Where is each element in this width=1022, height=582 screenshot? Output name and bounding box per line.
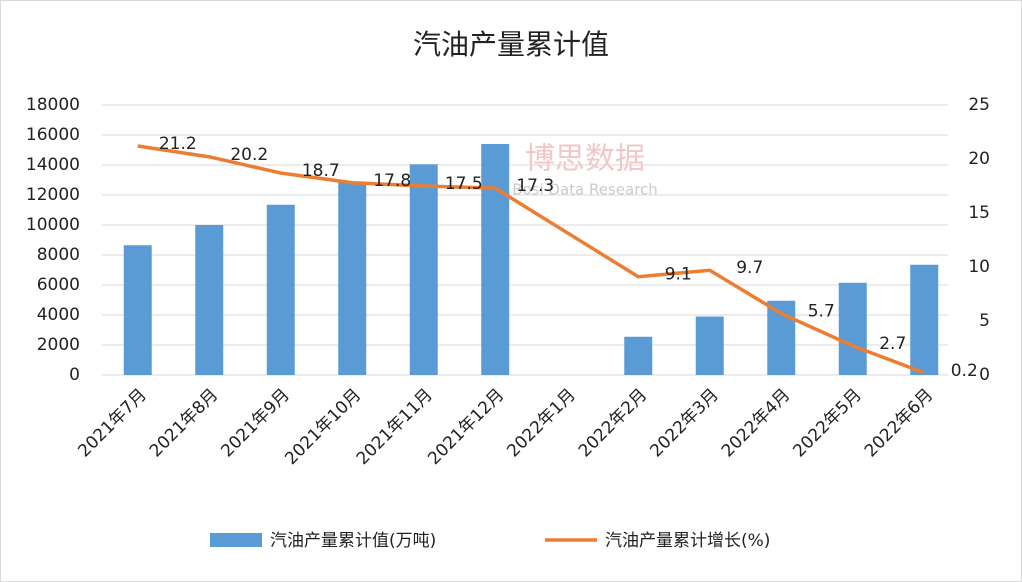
data-label: 2.7 — [879, 334, 906, 354]
data-label: 21.2 — [159, 134, 197, 154]
watermark: Bosi Data Research — [512, 181, 658, 199]
bar — [123, 245, 152, 375]
legend-label: 汽油产量累计增长(%) — [605, 531, 770, 551]
y2-tick-label: 0 — [979, 365, 990, 385]
bar — [910, 264, 939, 375]
y2-tick-label: 5 — [979, 311, 990, 331]
watermark: 博思数据 — [525, 142, 645, 177]
y-tick-label: 2000 — [37, 335, 80, 355]
data-label: 9.7 — [736, 258, 763, 278]
y2-tick-label: 25 — [968, 95, 990, 115]
y-tick-label: 8000 — [37, 245, 80, 265]
line — [137, 144, 925, 375]
legend-swatch — [210, 533, 262, 547]
bar — [338, 181, 367, 375]
y-tick-label: 0 — [69, 365, 80, 385]
data-label: 5.7 — [808, 301, 835, 321]
y-tick-label: 14000 — [26, 155, 80, 175]
legend-label: 汽油产量累计值(万吨) — [270, 531, 436, 551]
y2-tick-label: 20 — [968, 149, 990, 169]
y-tick-label: 16000 — [26, 125, 80, 145]
data-label: 18.7 — [302, 161, 340, 181]
bar — [695, 316, 724, 375]
data-label: 17.8 — [373, 171, 411, 191]
chart-title: 汽油产量累计值 — [413, 28, 609, 61]
y-tick-label: 12000 — [26, 185, 80, 205]
bar — [624, 336, 653, 375]
bar — [195, 225, 224, 375]
y-tick-label: 6000 — [37, 275, 80, 295]
bar — [266, 204, 295, 375]
bar — [481, 144, 510, 375]
data-label: 17.3 — [516, 176, 554, 196]
data-label: 9.1 — [665, 265, 692, 285]
y-tick-label: 18000 — [26, 95, 80, 115]
y-tick-label: 10000 — [26, 215, 80, 235]
y2-tick-label: 15 — [968, 203, 990, 223]
bar — [838, 282, 867, 375]
data-label: 0.2 — [951, 361, 978, 381]
y-tick-label: 4000 — [37, 305, 80, 325]
bar — [409, 164, 438, 375]
y2-tick-label: 10 — [968, 257, 990, 277]
data-label: 20.2 — [230, 145, 268, 165]
data-label: 17.5 — [445, 174, 483, 194]
